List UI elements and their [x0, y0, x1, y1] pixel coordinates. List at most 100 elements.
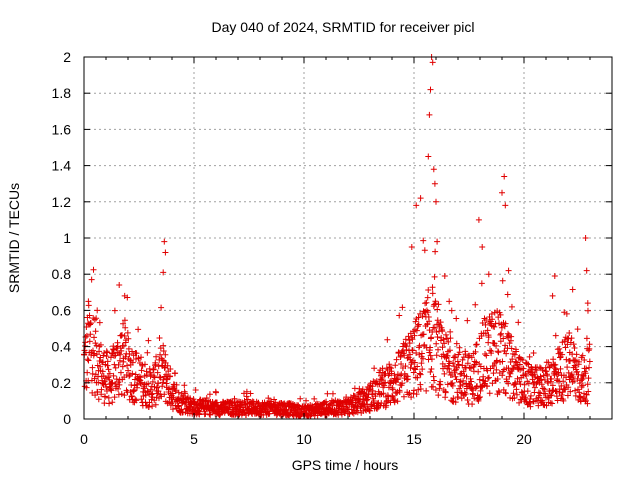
data-point — [569, 286, 576, 293]
data-point — [398, 360, 405, 367]
data-point — [456, 379, 463, 386]
data-point — [121, 292, 128, 299]
data-point — [89, 347, 96, 354]
data-point — [111, 394, 118, 401]
data-point — [424, 309, 431, 316]
data-point — [571, 362, 578, 369]
data-point — [407, 364, 414, 371]
data-point — [102, 381, 109, 388]
data-point — [102, 393, 109, 400]
data-point — [329, 390, 336, 397]
data-point — [429, 59, 436, 66]
data-point — [128, 382, 135, 389]
data-point — [129, 359, 136, 366]
data-point — [93, 342, 100, 349]
data-point — [91, 350, 98, 357]
data-point — [144, 349, 151, 356]
data-point — [441, 273, 448, 280]
data-point — [574, 368, 581, 375]
data-point — [576, 380, 583, 387]
data-point — [558, 392, 565, 399]
data-point — [560, 397, 567, 404]
data-point — [452, 399, 459, 406]
data-point — [118, 391, 125, 398]
data-point — [585, 388, 592, 395]
data-point — [567, 388, 574, 395]
data-point — [561, 309, 568, 316]
data-point — [83, 332, 90, 339]
data-point — [369, 391, 376, 398]
data-point — [432, 248, 439, 255]
data-point — [408, 394, 415, 401]
data-point — [578, 377, 585, 384]
data-point — [145, 337, 152, 344]
y-tick-label: 0.8 — [52, 266, 72, 282]
data-point — [513, 386, 520, 393]
data-point — [494, 348, 501, 355]
data-point — [354, 409, 361, 416]
data-point — [107, 386, 114, 393]
data-point — [87, 331, 94, 338]
data-point — [585, 347, 592, 354]
data-point — [485, 334, 492, 341]
data-point — [523, 372, 530, 379]
data-point — [455, 394, 462, 401]
data-point — [563, 374, 570, 381]
data-point — [432, 300, 439, 307]
data-point — [93, 315, 100, 322]
data-point — [450, 360, 457, 367]
data-point — [501, 366, 508, 373]
data-point — [175, 389, 182, 396]
data-point — [484, 367, 491, 374]
data-point — [104, 358, 111, 365]
data-point — [115, 361, 122, 368]
data-point — [411, 387, 417, 394]
data-point — [154, 369, 161, 376]
data-point — [551, 273, 558, 280]
data-point — [437, 319, 444, 326]
data-point — [116, 282, 123, 289]
data-point — [412, 318, 419, 325]
data-point — [499, 372, 506, 379]
data-point — [114, 343, 121, 350]
data-point — [469, 401, 476, 408]
data-point — [564, 392, 571, 399]
data-point — [429, 284, 436, 291]
data-point — [163, 375, 170, 382]
data-point — [494, 375, 501, 382]
data-point — [414, 363, 421, 370]
data-point — [565, 384, 572, 391]
data-point — [501, 173, 508, 180]
data-point — [112, 352, 119, 359]
data-point — [106, 370, 113, 377]
data-point — [521, 381, 528, 388]
data-point — [411, 359, 418, 366]
data-point — [497, 331, 504, 338]
data-point — [105, 366, 112, 373]
data-point — [509, 356, 516, 363]
data-point — [109, 379, 116, 386]
data-point — [502, 320, 509, 327]
data-point — [175, 402, 182, 409]
data-point — [156, 334, 163, 341]
data-point — [386, 364, 393, 371]
data-point — [427, 352, 434, 359]
data-point — [562, 344, 569, 351]
data-point — [550, 356, 557, 363]
data-point — [91, 375, 98, 382]
data-point — [486, 390, 493, 397]
data-point — [391, 399, 398, 406]
data-point — [456, 349, 463, 356]
data-point — [394, 398, 401, 405]
data-point — [416, 370, 423, 377]
chart-title: Day 040 of 2024, SRMTID for receiver pic… — [212, 19, 475, 35]
data-point — [489, 316, 496, 323]
data-point — [103, 348, 110, 355]
data-point — [506, 369, 513, 376]
data-point — [542, 390, 549, 397]
data-point — [547, 399, 554, 406]
data-point — [493, 366, 500, 373]
y-tick-label: 0.4 — [52, 339, 72, 355]
data-point — [95, 396, 102, 403]
data-point — [240, 390, 247, 397]
